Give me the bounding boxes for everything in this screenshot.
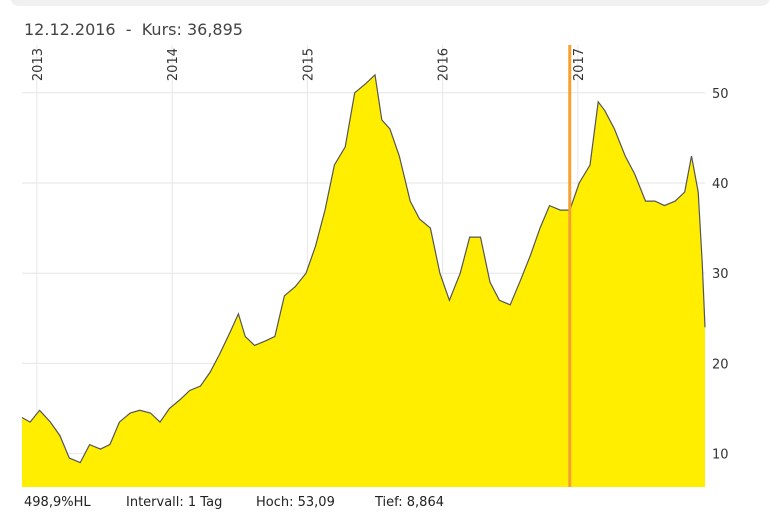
price-line — [21, 73, 706, 464]
y-tick-label: 10 — [712, 448, 729, 463]
y-tick-label: 20 — [712, 357, 729, 372]
footer-item: Intervall: 1 Tag — [126, 495, 222, 510]
y-tick-label: 50 — [712, 87, 729, 102]
x-tick-label: 2016 — [437, 48, 452, 81]
footer-item: 498,9%HL — [24, 495, 91, 510]
x-tick-label: 2017 — [572, 48, 587, 81]
x-tick-label: 2014 — [166, 48, 181, 81]
y-tick-label: 40 — [712, 177, 729, 192]
footer-item: Tief: 8,864 — [374, 495, 444, 510]
area — [22, 74, 705, 488]
top-bar — [10, 0, 770, 6]
header: 12.12.2016 - Kurs: 36,895 — [24, 20, 243, 39]
x-tick-label: 2013 — [31, 48, 46, 81]
x-tick-label: 2015 — [301, 48, 316, 81]
y-tick-label: 30 — [712, 267, 729, 282]
footer-item: Hoch: 53,09 — [256, 495, 335, 510]
